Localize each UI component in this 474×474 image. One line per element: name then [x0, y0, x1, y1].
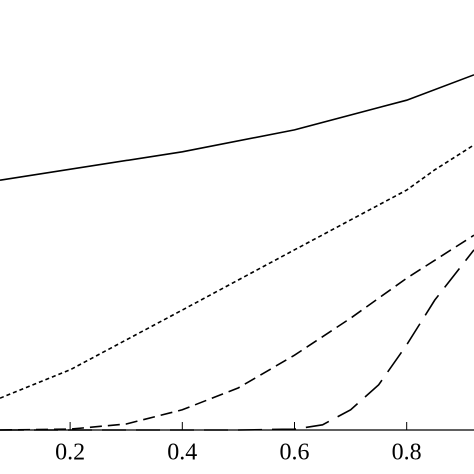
x-tick-label: 0.2	[55, 440, 85, 466]
series-line	[0, 144, 474, 399]
series-line	[0, 234, 474, 431]
x-tick-label: 0.4	[167, 440, 197, 466]
x-tick-label: 0.8	[392, 440, 422, 466]
series-line	[0, 249, 474, 431]
x-tick-label: 0.6	[279, 440, 309, 466]
series-line	[0, 74, 474, 181]
